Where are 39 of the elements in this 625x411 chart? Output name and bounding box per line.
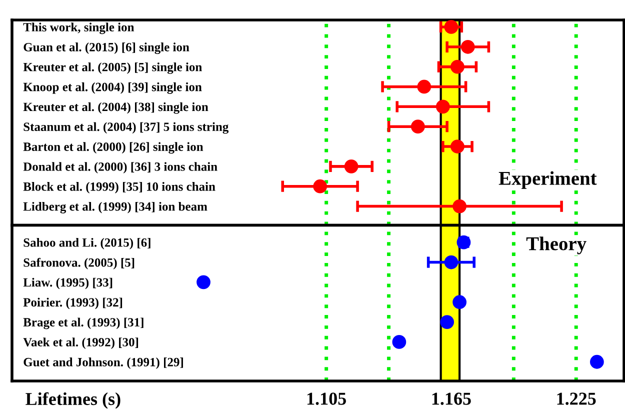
category-label: Kreuter et al. (2005) [5] single ion: [23, 62, 202, 74]
x-tick-label: 1.225: [557, 392, 596, 405]
point: [417, 80, 432, 94]
point: [444, 255, 458, 270]
category-label: This work, single ion: [23, 22, 134, 34]
category-label: Block et al. (1999) [35] 10 ions chain: [23, 182, 216, 194]
x-tick-label: 1.105: [307, 392, 346, 405]
point: [450, 140, 464, 154]
category-label: Poirier. (1993) [32]: [23, 298, 122, 310]
category-label: Staanum et al. (2004) [37] 5 ions string: [24, 122, 229, 134]
annotation: Experiment: [498, 171, 597, 189]
point: [590, 354, 604, 369]
x-tick-label: 1.165: [432, 392, 471, 405]
category-label: Vaek et al. (1992) [30]: [23, 338, 138, 349]
point: [196, 275, 210, 290]
category-label: Lidberg et al. (1999) [34] ion beam: [23, 202, 208, 214]
x-axis-title: Lifetimes (s): [26, 392, 120, 409]
point: [313, 179, 328, 194]
point: [450, 60, 464, 74]
category-label: Knoop et al. (2004) [39] single ion: [23, 82, 202, 94]
category-label: Donald et al. (2000) [36] 3 ions chain: [23, 162, 218, 174]
point: [410, 120, 425, 134]
point: [444, 20, 458, 34]
point: [452, 199, 466, 214]
category-label: Sahoo and Li. (2015) [6]: [24, 238, 150, 250]
category-label: Guet and Johnson. (1991) [29]: [24, 358, 183, 369]
category-label: Guan et al. (2015) [6] single ion: [24, 42, 190, 54]
point: [440, 315, 454, 329]
point: [392, 335, 406, 349]
category-label: Liaw. (1995) [33]: [23, 278, 112, 290]
category-label: Barton et al. (2000) [26] single ion: [23, 142, 204, 154]
category-label: Brage et al. (1993) [31]: [23, 318, 144, 330]
point: [452, 295, 466, 310]
point: [460, 40, 475, 54]
category-label: Safronova. (2005) [5]: [24, 258, 134, 270]
category-label: Kreuter et al. (2004) [38] single ion: [23, 102, 208, 114]
point: [436, 100, 450, 114]
point: [344, 159, 358, 174]
annotation: Theory: [526, 236, 586, 254]
